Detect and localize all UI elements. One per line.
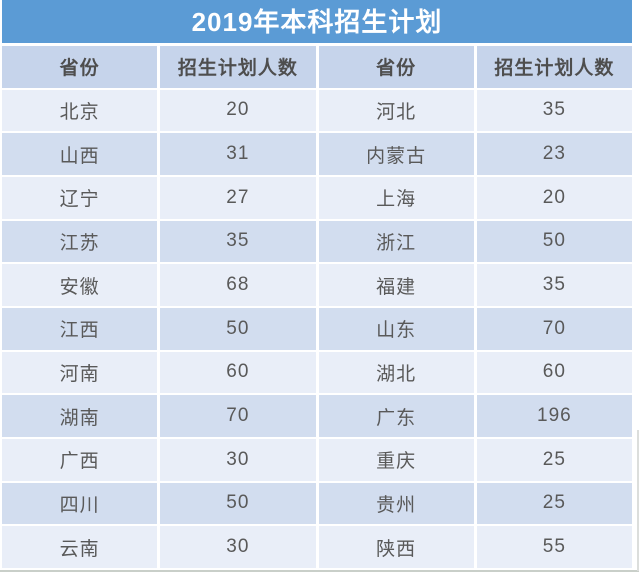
value-cell: 196 [476, 395, 632, 437]
province-cell: 湖北 [318, 351, 474, 394]
header-plan-right: 招生计划人数 [476, 46, 632, 88]
province-cell: 江西 [2, 308, 158, 350]
header-plan-left: 招生计划人数 [160, 46, 316, 88]
province-cell: 浙江 [318, 220, 474, 263]
province-cell: 安徽 [2, 264, 158, 306]
value-cell: 31 [160, 133, 316, 175]
right-edge-line [637, 430, 639, 571]
province-cell: 河北 [318, 89, 474, 132]
value-cell: 35 [476, 89, 632, 132]
value-cell: 50 [476, 220, 632, 263]
province-cell: 内蒙古 [318, 133, 474, 175]
province-cell: 四川 [2, 482, 158, 525]
province-cell: 福建 [318, 264, 474, 306]
value-cell: 50 [160, 482, 316, 525]
province-cell: 贵州 [318, 482, 474, 525]
page-title: 2019年本科招生计划 [2, 0, 632, 43]
province-cell: 江苏 [2, 220, 158, 263]
province-cell: 重庆 [318, 439, 474, 481]
value-cell: 30 [160, 439, 316, 481]
value-cell: 70 [160, 395, 316, 437]
province-cell: 广东 [318, 395, 474, 437]
value-cell: 50 [160, 308, 316, 350]
value-cell: 20 [476, 177, 632, 219]
province-cell: 北京 [2, 89, 158, 132]
value-cell: 70 [476, 308, 632, 350]
value-cell: 20 [160, 89, 316, 132]
province-cell: 云南 [2, 526, 158, 568]
enrollment-table: 省份 招生计划人数 省份 招生计划人数 北京 20 河北 35 山西 31 内蒙… [2, 46, 632, 568]
province-cell: 广西 [2, 439, 158, 481]
value-cell: 35 [476, 264, 632, 306]
header-province-right: 省份 [318, 46, 474, 88]
province-cell: 河南 [2, 351, 158, 394]
value-cell: 25 [476, 482, 632, 525]
province-cell: 上海 [318, 177, 474, 219]
bottom-edge-line [0, 570, 639, 572]
value-cell: 25 [476, 439, 632, 481]
province-cell: 山东 [318, 308, 474, 350]
province-cell: 湖南 [2, 395, 158, 437]
header-province-left: 省份 [2, 46, 158, 88]
value-cell: 55 [476, 526, 632, 568]
value-cell: 60 [476, 351, 632, 394]
value-cell: 23 [476, 133, 632, 175]
value-cell: 27 [160, 177, 316, 219]
province-cell: 山西 [2, 133, 158, 175]
value-cell: 60 [160, 351, 316, 394]
value-cell: 35 [160, 220, 316, 263]
value-cell: 30 [160, 526, 316, 568]
value-cell: 68 [160, 264, 316, 306]
province-cell: 陕西 [318, 526, 474, 568]
province-cell: 辽宁 [2, 177, 158, 219]
